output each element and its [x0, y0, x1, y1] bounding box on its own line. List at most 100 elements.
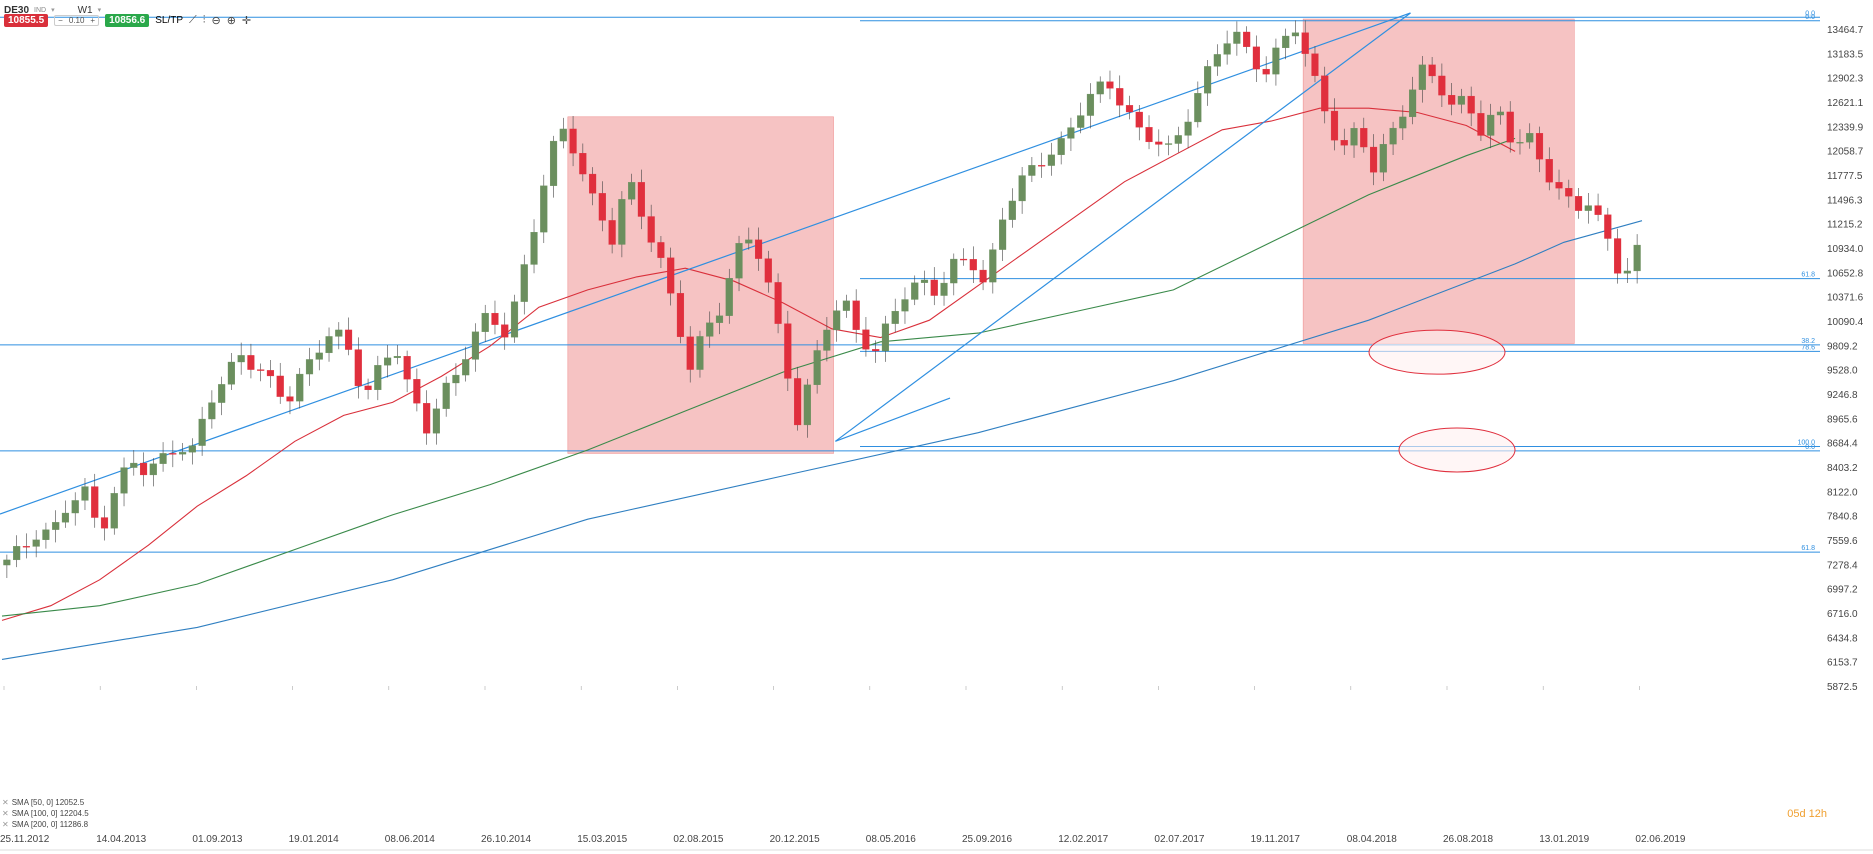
sma-line-100 [1, 137, 1516, 617]
zone-ellipse-0 [1368, 329, 1506, 375]
x-tick-label: 20.12.2015 [770, 834, 820, 845]
candle-body [745, 239, 753, 244]
legend-sma50[interactable]: ✕ SMA [50, 0] 12052.5 [2, 797, 89, 808]
candle-body [657, 242, 665, 258]
candle-body [676, 293, 685, 337]
y-tick-label: 12621.1 [1827, 98, 1864, 109]
candle-body [549, 140, 558, 186]
candle-countdown: 05d 12h [1787, 808, 1827, 820]
candle-body [1038, 165, 1046, 167]
candle-body [159, 453, 167, 464]
symbol-label[interactable]: DE30 [4, 4, 30, 16]
x-tick-label: 15.03.2015 [577, 834, 627, 845]
candle-body [471, 331, 480, 360]
zoom-in-icon[interactable]: ⊕ [226, 15, 236, 27]
candle-body [501, 324, 509, 338]
zoom-out-icon[interactable]: ⊖ [211, 15, 221, 27]
candle-body [579, 153, 587, 175]
legend-sma50-label: SMA [50, 0] 12052.5 [11, 798, 85, 807]
candle-body [1604, 214, 1612, 239]
level-label-4: 78.6 [1801, 344, 1815, 351]
y-tick-label: 6997.2 [1827, 585, 1858, 596]
candle-body [1184, 121, 1192, 136]
candle-body [393, 356, 401, 358]
candle-body [1594, 205, 1602, 215]
candle-body [1340, 140, 1348, 146]
candle-body [1321, 75, 1329, 112]
candle-body [198, 418, 206, 446]
candle-body [979, 269, 987, 283]
candle-body [481, 312, 489, 332]
legend-sma100[interactable]: ✕ SMA [100, 0] 12204.5 [2, 808, 89, 819]
candle-body [1047, 154, 1055, 166]
candle-body [1213, 54, 1221, 67]
candle-body [1506, 111, 1514, 143]
candle-body [637, 182, 645, 217]
y-tick-label: 10371.6 [1827, 293, 1864, 304]
candle-body [598, 193, 606, 221]
candle-body [1467, 95, 1475, 114]
candle-body [188, 445, 196, 453]
candle-body [1477, 113, 1485, 136]
lot-value[interactable]: 0.10 [68, 16, 85, 25]
candle-body [325, 336, 333, 354]
trend-line-0 [0, 12, 1411, 515]
chart-toolbar: DE30 IND ▾ W1 ▾ [0, 0, 101, 20]
y-tick-label: 13183.5 [1827, 49, 1864, 60]
candle-body [237, 355, 245, 363]
candle-body [452, 374, 460, 384]
candle-body [130, 462, 138, 468]
candle-body [22, 546, 30, 548]
timeframe-label[interactable]: W1 [77, 4, 93, 16]
lot-minus-icon[interactable]: − [58, 16, 63, 25]
close-icon[interactable]: ✕ [2, 798, 9, 807]
candle-body [423, 403, 431, 434]
level-label-0: 0.0 [1805, 10, 1815, 17]
candle-body [1243, 31, 1251, 47]
x-tick-label: 02.08.2015 [673, 834, 723, 845]
sltp-button[interactable]: SL/TP [155, 15, 184, 26]
legend-sma100-label: SMA [100, 0] 12204.5 [11, 809, 89, 818]
candle-body [1516, 142, 1524, 144]
candle-body [315, 352, 323, 360]
candle-body [686, 336, 694, 370]
level-label-7: 61.8 [1801, 545, 1815, 552]
candle-body [510, 301, 519, 338]
legend-sma200[interactable]: ✕ SMA [200, 0] 11286.8 [2, 819, 89, 830]
candle-body [667, 257, 675, 294]
candle-body [530, 232, 538, 265]
candle-body [823, 329, 831, 351]
candle-body [1535, 133, 1544, 160]
close-icon[interactable]: ✕ [2, 820, 9, 829]
candle-body [969, 259, 977, 271]
candle-body [1409, 89, 1417, 118]
lot-stepper[interactable]: − 0.10 + [54, 15, 100, 26]
candle-body [1145, 127, 1153, 143]
zone-rect-1 [1302, 18, 1575, 344]
x-tick-label: 26.10.2014 [481, 834, 531, 845]
buy-price-button[interactable]: 10856.6 [105, 14, 150, 27]
candle-body [413, 379, 421, 404]
close-icon[interactable]: ✕ [2, 809, 9, 818]
lot-plus-icon[interactable]: + [90, 16, 96, 25]
x-tick-label: 12.02.2017 [1058, 834, 1108, 845]
timeframe-dropdown-icon[interactable]: ▾ [97, 7, 102, 14]
candle-body [1614, 238, 1622, 274]
bar-chart-icon[interactable]: ⫶ [202, 14, 206, 26]
symbol-dropdown-icon[interactable]: ▾ [51, 7, 55, 14]
sell-price-button[interactable]: 10855.5 [4, 14, 49, 27]
candle-body [32, 539, 40, 547]
y-tick-label: 11215.2 [1827, 220, 1863, 231]
crosshair-icon[interactable]: ✛ [241, 15, 252, 27]
candle-body [1135, 111, 1143, 128]
candle-body [1574, 196, 1583, 211]
y-tick-label: 13464.7 [1827, 25, 1864, 36]
candle-body [1457, 95, 1465, 105]
level-label-3: 38.2 [1801, 338, 1815, 345]
zone-rect-0 [567, 116, 834, 454]
candle-body [1379, 144, 1387, 173]
line-chart-icon[interactable]: ⟋ [189, 14, 197, 26]
candle-body [569, 128, 577, 154]
candle-body [764, 258, 772, 283]
